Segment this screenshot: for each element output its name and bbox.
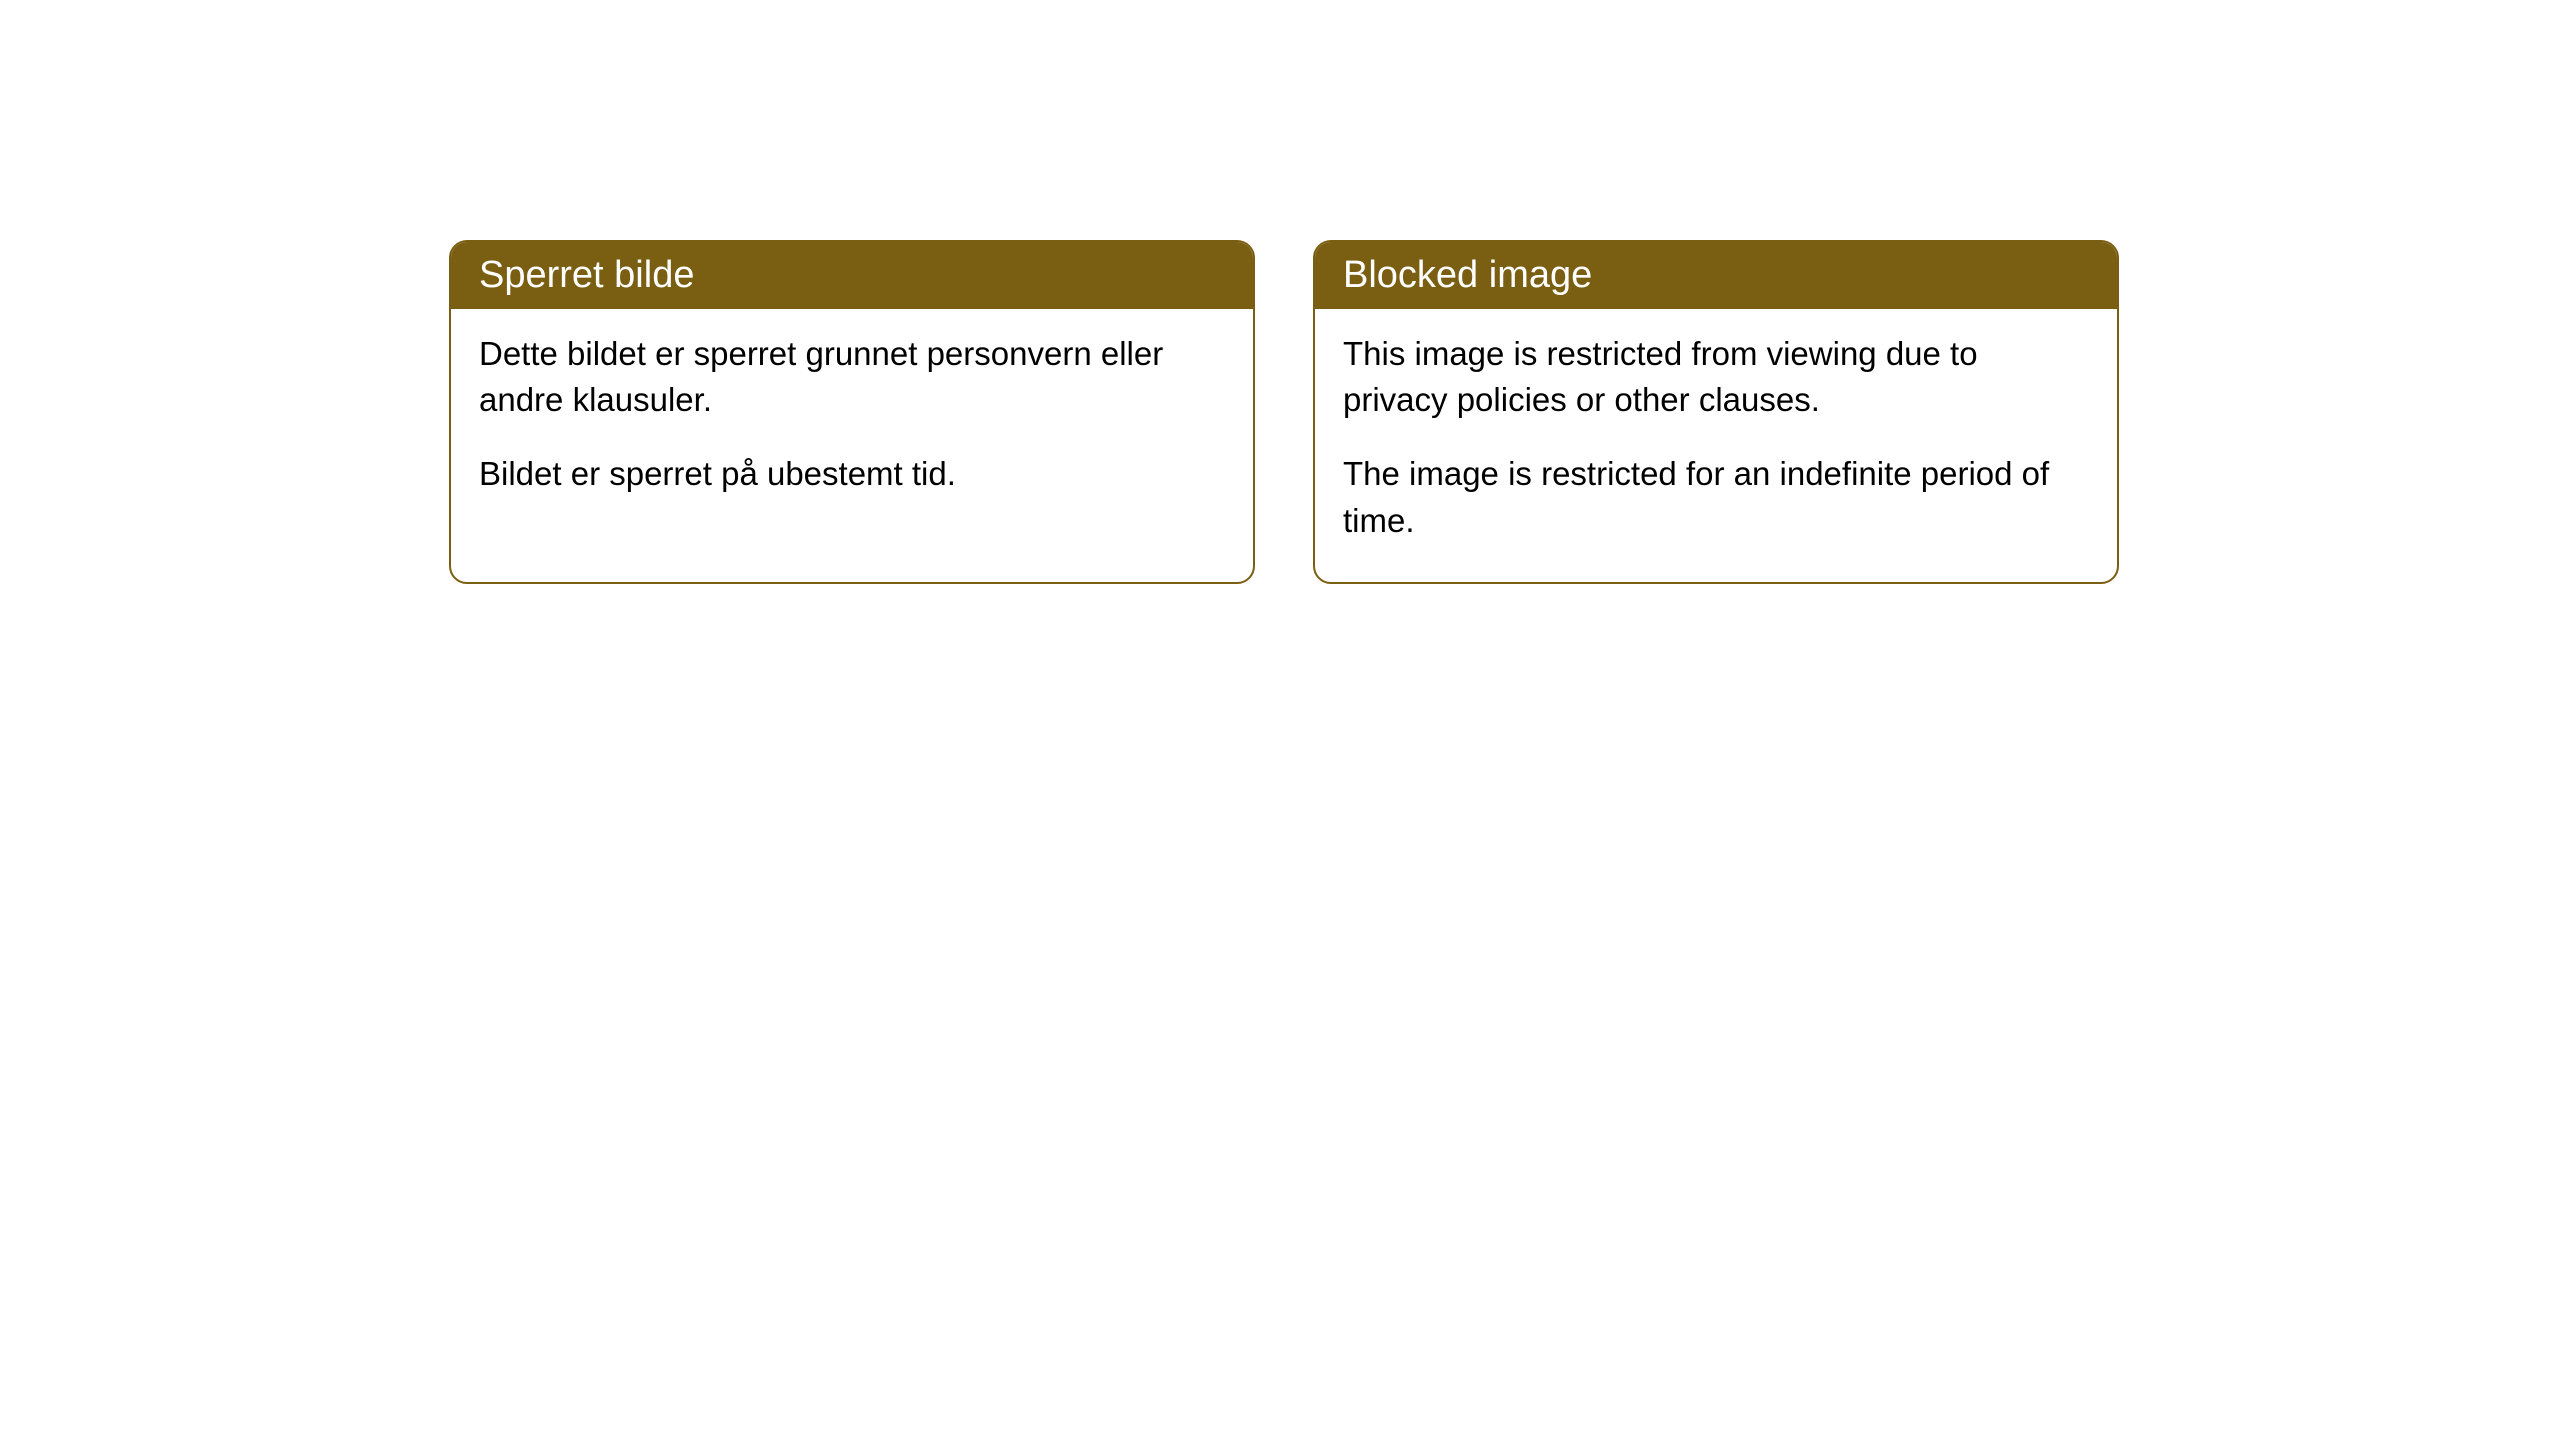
card-norwegian: Sperret bilde Dette bildet er sperret gr… bbox=[449, 240, 1255, 584]
card-english-para2: The image is restricted for an indefinit… bbox=[1343, 451, 2089, 543]
card-english-para1: This image is restricted from viewing du… bbox=[1343, 331, 2089, 423]
card-english-header: Blocked image bbox=[1315, 242, 2117, 309]
card-norwegian-para2: Bildet er sperret på ubestemt tid. bbox=[479, 451, 1225, 497]
card-norwegian-body: Dette bildet er sperret grunnet personve… bbox=[451, 309, 1253, 536]
card-norwegian-header: Sperret bilde bbox=[451, 242, 1253, 309]
card-english: Blocked image This image is restricted f… bbox=[1313, 240, 2119, 584]
cards-container: Sperret bilde Dette bildet er sperret gr… bbox=[449, 240, 2560, 584]
card-english-body: This image is restricted from viewing du… bbox=[1315, 309, 2117, 582]
card-norwegian-para1: Dette bildet er sperret grunnet personve… bbox=[479, 331, 1225, 423]
